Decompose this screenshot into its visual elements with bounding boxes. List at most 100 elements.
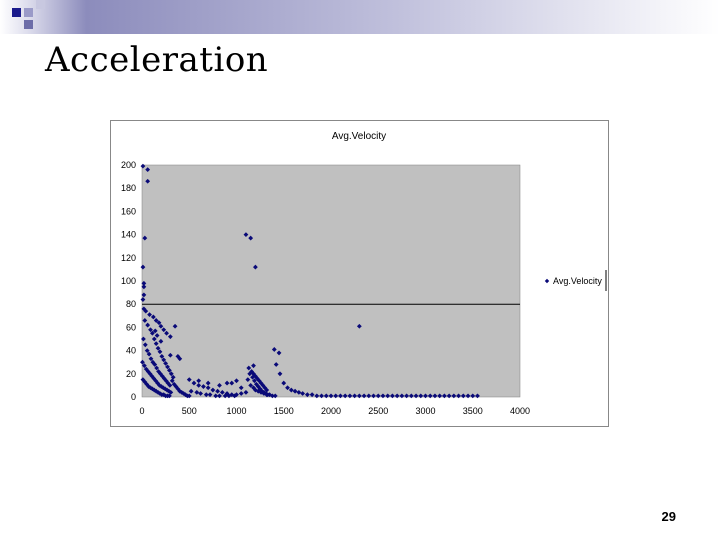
data-point bbox=[273, 362, 279, 367]
data-point bbox=[264, 392, 270, 398]
data-point bbox=[167, 383, 173, 388]
data-point bbox=[342, 393, 348, 399]
data-point bbox=[423, 393, 428, 399]
data-point bbox=[143, 308, 149, 314]
data-point bbox=[159, 354, 165, 359]
data-point bbox=[245, 377, 251, 382]
data-point bbox=[427, 393, 433, 399]
x-tick-label: 1500 bbox=[274, 406, 294, 416]
data-point bbox=[352, 393, 358, 399]
y-axis-ticks: 0 20 40 60 80 100 120 140 160 180 200 bbox=[121, 160, 136, 402]
page-number: 29 bbox=[661, 509, 676, 524]
data-point bbox=[161, 376, 167, 381]
data-point bbox=[442, 393, 447, 399]
data-point bbox=[153, 341, 159, 347]
data-point bbox=[158, 384, 164, 389]
data-point bbox=[191, 380, 197, 386]
data-point bbox=[292, 388, 298, 394]
data-point bbox=[145, 167, 151, 173]
data-point bbox=[356, 393, 362, 399]
data-point bbox=[254, 376, 260, 381]
data-point bbox=[152, 328, 158, 334]
data-point bbox=[304, 392, 310, 398]
data-point bbox=[418, 393, 424, 399]
data-point bbox=[167, 367, 172, 373]
y-tick-label: 180 bbox=[121, 183, 136, 193]
y-tick-label: 40 bbox=[126, 346, 136, 356]
data-point bbox=[196, 378, 202, 384]
data-point bbox=[404, 393, 409, 399]
data-point bbox=[394, 393, 400, 399]
data-point bbox=[170, 374, 176, 380]
data-point bbox=[140, 264, 146, 270]
decor-square-4 bbox=[24, 20, 33, 29]
data-point bbox=[154, 333, 160, 338]
data-point bbox=[257, 386, 263, 392]
data-point bbox=[186, 393, 192, 399]
data-point bbox=[147, 312, 152, 318]
data-point bbox=[165, 364, 170, 370]
data-point bbox=[234, 378, 239, 384]
data-point bbox=[188, 388, 194, 394]
data-point bbox=[163, 360, 169, 366]
data-point bbox=[248, 235, 254, 241]
x-axis-ticks: 0 500 1000 1500 2000 2500 3000 3500 4000 bbox=[139, 406, 530, 416]
data-points bbox=[140, 163, 480, 399]
data-point bbox=[172, 323, 178, 329]
chart-title: Avg.Velocity bbox=[332, 131, 386, 142]
data-point bbox=[475, 393, 480, 399]
data-point bbox=[255, 384, 261, 389]
data-point bbox=[196, 383, 202, 388]
data-point bbox=[158, 338, 164, 344]
x-tick-label: 1000 bbox=[226, 406, 246, 416]
y-tick-label: 200 bbox=[121, 160, 136, 170]
data-point bbox=[201, 384, 206, 389]
data-point bbox=[333, 393, 339, 399]
data-point bbox=[219, 389, 225, 395]
data-point bbox=[142, 318, 148, 323]
data-point bbox=[162, 386, 168, 392]
data-point bbox=[314, 393, 320, 399]
data-point bbox=[399, 393, 405, 399]
data-point bbox=[145, 369, 151, 374]
data-point bbox=[347, 393, 353, 399]
data-point bbox=[432, 393, 438, 399]
data-point bbox=[224, 380, 230, 386]
data-point bbox=[141, 292, 147, 298]
data-point bbox=[300, 391, 306, 396]
data-point bbox=[249, 369, 255, 374]
data-point bbox=[175, 386, 181, 392]
legend: Avg.Velocity bbox=[544, 270, 607, 291]
x-tick-label: 3500 bbox=[463, 406, 483, 416]
data-point bbox=[151, 376, 157, 381]
x-tick-label: 3000 bbox=[415, 406, 435, 416]
data-point bbox=[385, 393, 391, 399]
y-tick-label: 160 bbox=[121, 206, 136, 216]
decor-square-3 bbox=[36, 0, 45, 9]
data-point bbox=[226, 393, 232, 399]
data-point bbox=[243, 232, 249, 237]
data-point bbox=[264, 387, 270, 393]
y-tick-label: 60 bbox=[126, 322, 136, 332]
data-point bbox=[270, 393, 275, 399]
y-tick-label: 0 bbox=[131, 392, 136, 402]
data-point bbox=[243, 389, 249, 395]
data-point bbox=[156, 369, 161, 374]
data-point bbox=[198, 391, 203, 396]
data-point bbox=[141, 363, 147, 369]
y-tick-label: 120 bbox=[121, 253, 136, 263]
data-point bbox=[144, 348, 150, 353]
scatter-chart: Avg.Velocity 0 20 40 60 80 100 120 140 160 180 200… bbox=[121, 131, 607, 416]
data-point bbox=[437, 393, 443, 399]
data-point bbox=[210, 387, 216, 393]
data-point bbox=[181, 391, 186, 396]
data-point bbox=[205, 380, 211, 386]
data-point bbox=[366, 393, 372, 399]
data-point bbox=[229, 392, 235, 398]
data-point bbox=[319, 393, 324, 399]
data-point bbox=[167, 393, 172, 399]
data-point bbox=[173, 384, 179, 389]
data-point bbox=[296, 389, 302, 395]
data-point bbox=[203, 392, 209, 398]
data-point bbox=[155, 345, 161, 351]
